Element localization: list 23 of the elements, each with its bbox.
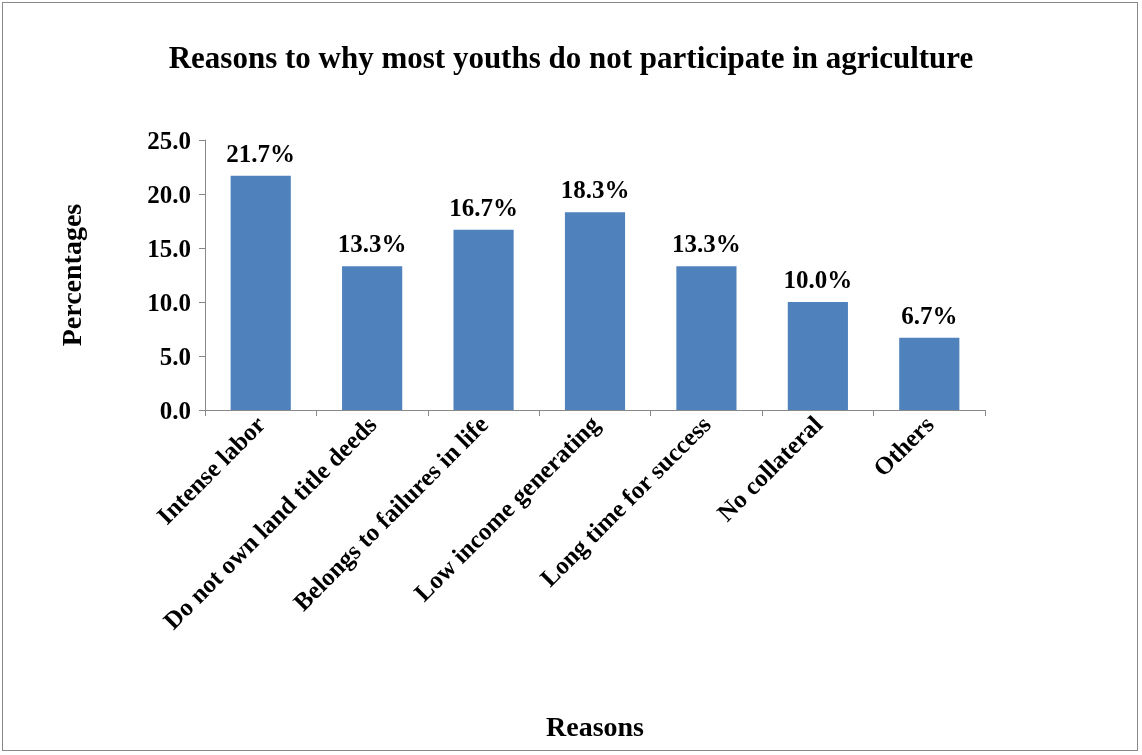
y-tick-label: 15.0 (147, 234, 191, 262)
bar (453, 229, 514, 410)
y-tick-label: 10.0 (147, 288, 191, 316)
y-tick-label: 0.0 (159, 396, 191, 424)
bar (787, 302, 848, 410)
y-axis-title: Percentages (55, 203, 87, 347)
data-label: 6.7% (901, 301, 958, 329)
data-label: 21.7% (226, 139, 296, 167)
x-axis-title: Reasons (545, 710, 645, 742)
bar (899, 337, 960, 410)
bar (230, 175, 291, 410)
data-label: 13.3% (337, 230, 407, 258)
data-label: 13.3% (672, 230, 741, 258)
data-label: 18.3% (560, 176, 630, 204)
y-tick-label: 25.0 (147, 126, 191, 154)
data-label: 10.0% (783, 266, 853, 293)
y-tick-label: 5.0 (159, 342, 191, 370)
bar (564, 212, 626, 410)
chart-title: Reasons to why most youths do not participate in agriculture (168, 39, 974, 75)
y-tick-label: 20.0 (147, 180, 191, 208)
bar (342, 266, 403, 410)
bar (676, 266, 737, 410)
data-label: 16.7% (449, 193, 518, 221)
